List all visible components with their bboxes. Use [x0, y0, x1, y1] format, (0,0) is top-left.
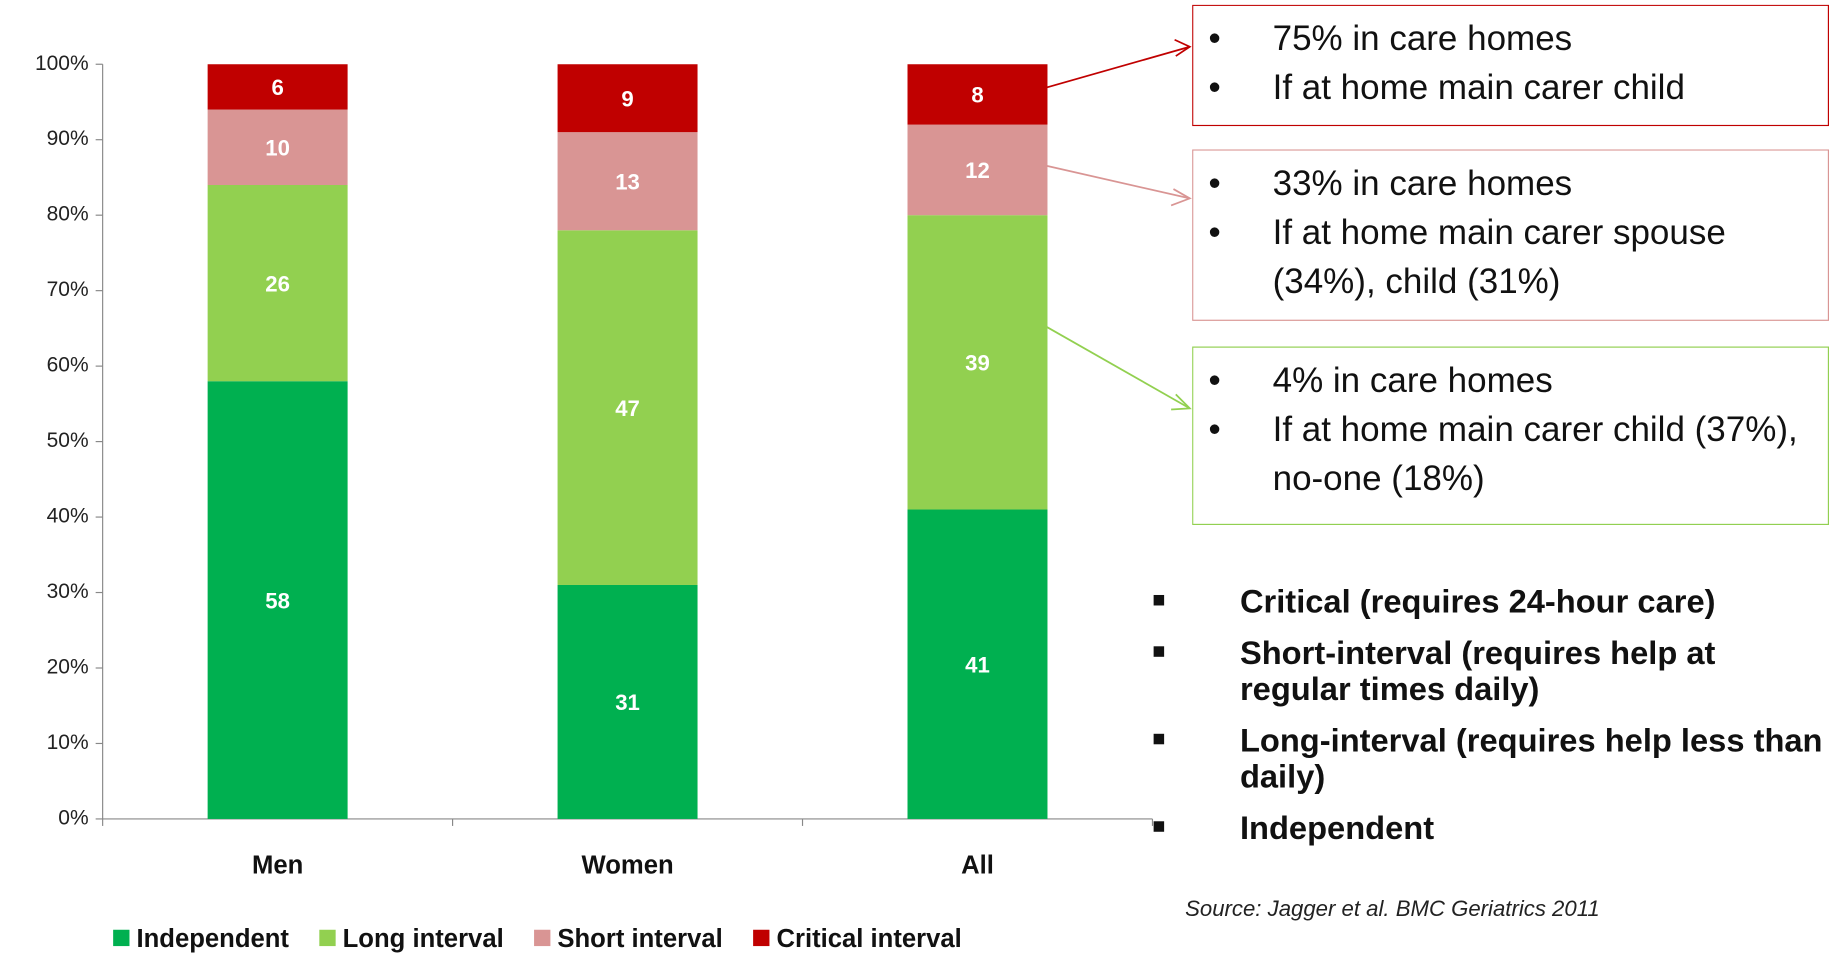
connector [1046, 45, 1191, 89]
data-label: 9 [621, 86, 633, 111]
bar-segment [907, 215, 1048, 510]
annotation-line: If at home main carer child (37%), no-on… [1208, 406, 1828, 504]
annotation: 33% in care homes If at home main carer … [1192, 149, 1829, 321]
data-label: 58 [265, 588, 290, 613]
legend-swatch [319, 929, 336, 947]
y-tick-label: 70% [47, 278, 89, 301]
bar-segment [207, 184, 348, 382]
x-tick-label: All [961, 852, 994, 880]
bar-segment [557, 64, 698, 133]
annotation-line: 4% in care homes [1208, 357, 1828, 406]
bar-segment [557, 584, 698, 819]
arrow-head [1174, 38, 1192, 57]
definition: Independent [1153, 810, 1829, 846]
annotation: 4% in care homes If at home main carer c… [1192, 346, 1829, 525]
x-tick-label: Women [581, 852, 673, 880]
bar-segment [207, 381, 348, 819]
arrow-head [1171, 393, 1192, 411]
y-tick-label: 100% [35, 52, 89, 75]
definition-list: Critical (requires 24-hour care) Short-i… [1149, 583, 1829, 846]
data-label: 31 [615, 690, 640, 715]
annotation-box: 33% in care homes If at home main carer … [1192, 149, 1829, 324]
bar-segment [907, 64, 1048, 125]
bar-segment [207, 64, 348, 110]
annotation-line: 33% in care homes [1208, 160, 1828, 209]
legend-swatch [534, 929, 551, 947]
arrow-head [1170, 188, 1192, 207]
legend-label: Independent [136, 925, 289, 953]
connector [1046, 164, 1190, 200]
annotation-box: 75% in care homes If at home main carer … [1192, 5, 1829, 133]
annotation-line: If at home main carer child [1208, 64, 1828, 113]
annotation-line: If at home main carer spouse (34%), chil… [1208, 209, 1828, 307]
annotation: 75% in care homes If at home main carer … [1192, 4, 1829, 127]
data-label: 13 [615, 169, 640, 194]
y-tick-label: 30% [47, 580, 89, 603]
connector [1045, 325, 1191, 410]
data-label: 10 [265, 135, 290, 160]
bar-segment [557, 230, 698, 585]
y-tick-label: 90% [47, 127, 89, 150]
legend-label: Critical interval [776, 925, 961, 953]
data-label: 39 [965, 351, 990, 376]
bar-segment [207, 109, 348, 185]
y-tick-label: 20% [47, 656, 89, 679]
y-tick-label: 60% [47, 354, 89, 377]
y-tick-label: 10% [47, 731, 89, 754]
legend-swatch [113, 929, 130, 947]
bar-segment [557, 132, 698, 231]
definitions: Critical (requires 24-hour care) Short-i… [1149, 583, 1829, 846]
annotation-box: 4% in care homes If at home main carer c… [1192, 347, 1829, 529]
y-tick-label: 0% [58, 806, 88, 829]
bar-segment [907, 124, 1048, 216]
definition: Short-interval (requires help at regular… [1153, 635, 1829, 707]
bar-segment [907, 509, 1048, 819]
legend-label: Short interval [557, 925, 722, 953]
annotation-line: 75% in care homes [1208, 15, 1828, 64]
legend-label: Long interval [343, 925, 504, 953]
data-label: 26 [265, 271, 290, 296]
definition: Long-interval (requires help less than d… [1153, 722, 1829, 794]
definition: Critical (requires 24-hour care) [1153, 583, 1829, 619]
data-label: 41 [965, 652, 990, 677]
y-tick-label: 80% [47, 203, 89, 226]
data-label: 47 [615, 396, 640, 421]
data-label: 6 [271, 75, 283, 100]
y-tick-label: 50% [47, 429, 89, 452]
y-tick-label: 40% [47, 505, 89, 528]
x-tick-label: Men [252, 852, 303, 880]
source: Source: Jagger et al. BMC Geriatrics 201… [1185, 896, 1600, 921]
data-label: 12 [965, 158, 990, 183]
data-label: 8 [971, 83, 983, 108]
legend-swatch [753, 929, 770, 947]
